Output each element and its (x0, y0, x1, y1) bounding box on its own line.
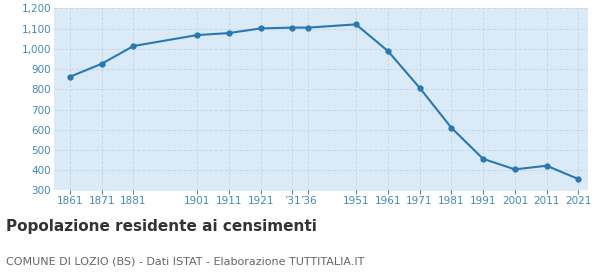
Text: COMUNE DI LOZIO (BS) - Dati ISTAT - Elaborazione TUTTITALIA.IT: COMUNE DI LOZIO (BS) - Dati ISTAT - Elab… (6, 256, 364, 267)
Text: Popolazione residente ai censimenti: Popolazione residente ai censimenti (6, 219, 317, 234)
